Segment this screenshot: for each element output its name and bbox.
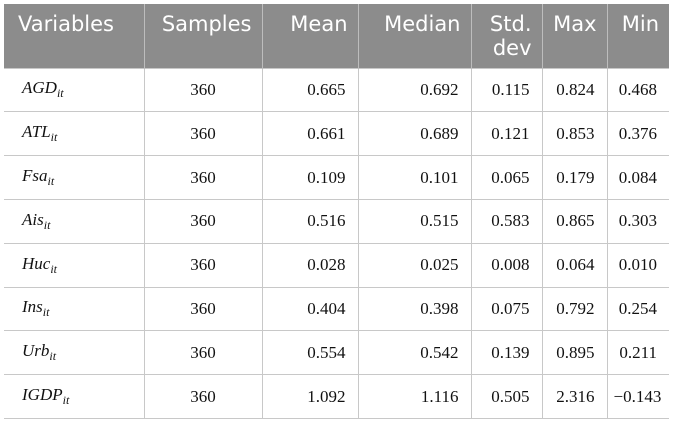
max-cell: 0.179: [541, 155, 608, 200]
max-cell: 0.895: [541, 330, 608, 376]
variable-subscript: it: [62, 393, 70, 408]
variable-subscript: it: [50, 130, 58, 145]
median-cell: 1.116: [357, 374, 472, 419]
descriptive-statistics-table: Variables Samples Mean Median Std. dev M…: [4, 4, 669, 419]
mean-cell: 0.404: [261, 286, 359, 332]
header-median: Median: [358, 4, 472, 68]
table-row: ATLit 360 0.661 0.689 0.121 0.853 0.376: [4, 111, 669, 157]
min-cell: 0.254: [606, 286, 669, 332]
samples-cell: 360: [143, 198, 263, 244]
header-samples: Samples: [144, 4, 263, 68]
mean-cell: 0.109: [261, 155, 359, 200]
header-mean: Mean: [262, 4, 359, 68]
std-dev-cell: 0.008: [470, 242, 543, 288]
max-cell: 2.316: [541, 374, 608, 419]
variable-cell: Hucit: [4, 242, 145, 288]
min-cell: 0.010: [606, 242, 669, 288]
mean-cell: 0.661: [261, 111, 359, 157]
mean-cell: 0.028: [261, 242, 359, 288]
variable-name: ATL: [22, 122, 51, 142]
median-cell: 0.515: [357, 198, 472, 244]
max-cell: 0.853: [541, 111, 608, 157]
variable-cell: AGDit: [4, 67, 145, 113]
min-cell: 0.211: [606, 330, 669, 376]
mean-cell: 0.665: [261, 67, 359, 113]
samples-cell: 360: [143, 67, 263, 113]
min-cell: 0.468: [606, 67, 669, 113]
samples-cell: 360: [143, 330, 263, 376]
max-cell: 0.792: [541, 286, 608, 332]
variable-name: IGDP: [22, 385, 63, 405]
header-variables: Variables: [4, 4, 145, 68]
variable-subscript: it: [42, 305, 50, 320]
variable-name: Ais: [22, 209, 44, 229]
std-dev-cell: 0.583: [470, 198, 543, 244]
median-cell: 0.542: [357, 330, 472, 376]
header-max: Max: [542, 4, 608, 68]
table-row: AGDit 360 0.665 0.692 0.115 0.824 0.468: [4, 67, 669, 113]
mean-cell: 0.516: [261, 198, 359, 244]
variable-subscript: it: [47, 174, 55, 189]
table-row: Fsait 360 0.109 0.101 0.065 0.179 0.084: [4, 155, 669, 200]
samples-cell: 360: [143, 111, 263, 157]
variable-subscript: it: [50, 261, 57, 276]
max-cell: 0.865: [541, 198, 608, 244]
max-cell: 0.824: [541, 67, 608, 113]
std-dev-cell: 0.065: [470, 155, 543, 200]
table-row: Urbit 360 0.554 0.542 0.139 0.895 0.211: [4, 330, 669, 376]
variable-cell: Urbit: [4, 330, 145, 376]
median-cell: 0.692: [357, 67, 472, 113]
variable-cell: Insit: [4, 286, 145, 332]
table-row: Insit 360 0.404 0.398 0.075 0.792 0.254: [4, 286, 669, 332]
variable-name: AGD: [22, 78, 57, 98]
variable-name: Fsa: [22, 166, 48, 186]
min-cell: 0.376: [606, 111, 669, 157]
variable-name: Ins: [22, 297, 43, 317]
median-cell: 0.398: [357, 286, 472, 332]
variable-name: Huc: [22, 253, 51, 273]
table-row: IGDPit 360 1.092 1.116 0.505 2.316 −0.143: [4, 374, 669, 419]
min-cell: 0.084: [606, 155, 669, 200]
variable-subscript: it: [56, 86, 64, 101]
std-dev-cell: 0.115: [470, 67, 543, 113]
samples-cell: 360: [143, 374, 263, 419]
mean-cell: 1.092: [261, 374, 359, 419]
min-cell: −0.143: [606, 374, 669, 419]
variable-cell: Fsait: [4, 155, 145, 200]
variable-cell: ATLit: [4, 111, 145, 157]
table-body: AGDit 360 0.665 0.692 0.115 0.824 0.468 ATLit 36…: [4, 67, 669, 419]
variable-cell: Aisit: [4, 198, 145, 244]
mean-cell: 0.554: [261, 330, 359, 376]
variable-subscript: it: [49, 349, 57, 364]
variable-cell: IGDPit: [4, 374, 145, 419]
samples-cell: 360: [143, 242, 263, 288]
median-cell: 0.101: [357, 155, 472, 200]
max-cell: 0.064: [541, 242, 608, 288]
samples-cell: 360: [143, 286, 263, 332]
table-header: Variables Samples Mean Median Std. dev M…: [4, 4, 669, 68]
min-cell: 0.303: [606, 198, 669, 244]
table-row: Hucit 360 0.028 0.025 0.008 0.064 0.010: [4, 242, 669, 288]
header-std-dev: Std. dev: [471, 4, 543, 68]
header-row: Variables Samples Mean Median Std. dev M…: [4, 4, 669, 68]
median-cell: 0.025: [357, 242, 472, 288]
std-dev-cell: 0.075: [470, 286, 543, 332]
variable-name: Urb: [22, 341, 50, 361]
std-dev-cell: 0.139: [470, 330, 543, 376]
std-dev-cell: 0.121: [470, 111, 543, 157]
std-dev-cell: 0.505: [470, 374, 543, 419]
median-cell: 0.689: [357, 111, 472, 157]
variable-subscript: it: [43, 217, 51, 232]
header-min: Min: [607, 4, 669, 68]
samples-cell: 360: [143, 155, 263, 200]
table-row: Aisit 360 0.516 0.515 0.583 0.865 0.303: [4, 198, 669, 244]
